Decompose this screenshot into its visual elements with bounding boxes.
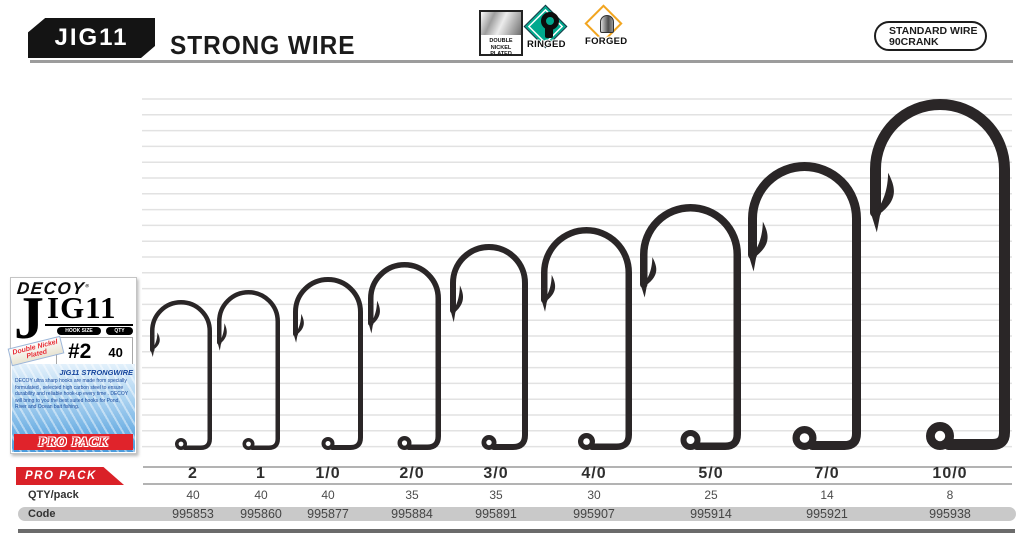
- hook-eye: [321, 437, 335, 450]
- code-row-label: Code: [28, 508, 56, 520]
- size-label: 5/0: [698, 465, 724, 482]
- code-value: 995921: [806, 507, 848, 521]
- size-label: 1/0: [315, 465, 341, 482]
- product-package: DECOY® J IG11 HOOK SIZE QTY #2 40 Double…: [7, 277, 137, 454]
- product-code-badge: JIG11: [28, 18, 155, 58]
- hook-illustration-7/0: [748, 162, 861, 451]
- hook-illustration-1: [217, 290, 280, 450]
- size-row-bottom-rule: [143, 483, 1012, 485]
- product-code-label: JIG11: [54, 24, 129, 51]
- size-label: 2/0: [399, 465, 425, 482]
- code-value: 995877: [307, 507, 349, 521]
- size-label: 4/0: [581, 465, 607, 482]
- size-row-top-rule: [143, 466, 1012, 468]
- package-model-initial: J: [14, 285, 44, 351]
- qty-value: 40: [186, 488, 200, 502]
- propack-banner-label: PRO PACK: [25, 470, 97, 482]
- qty-value: 8: [946, 488, 954, 502]
- hook-eye: [792, 426, 817, 451]
- page-title: STRONG WIRE: [170, 30, 356, 60]
- hook-eye: [481, 434, 497, 450]
- package-subtitle: JIG11 STRONGWIRE: [59, 368, 133, 377]
- nickel-metal-swatch: [481, 12, 521, 35]
- code-value: 995860: [240, 507, 282, 521]
- code-value: 995907: [573, 507, 615, 521]
- qty-value: 35: [405, 488, 419, 502]
- hook-eye: [175, 437, 188, 450]
- propack-banner: PRO PACK: [16, 467, 124, 485]
- hook-eye: [397, 436, 412, 451]
- hook-eye: [242, 437, 255, 450]
- package-hook-size-value: #2: [68, 340, 92, 363]
- size-label: 2: [188, 465, 198, 482]
- code-value: 995891: [475, 507, 517, 521]
- hook-eye: [926, 421, 955, 450]
- code-row-band: [18, 507, 1016, 521]
- qty-value: 14: [820, 488, 834, 502]
- size-label: 1: [256, 465, 266, 482]
- package-qty-value: 40: [108, 344, 123, 360]
- forged-dome-icon: [600, 15, 614, 33]
- package-description: DECOY ultra sharp hooks are made from sp…: [15, 378, 129, 410]
- forged-label: FORGED: [585, 36, 628, 47]
- hook-illustration-10/0: [870, 99, 1010, 450]
- hook-illustration-5/0: [640, 204, 741, 450]
- qty-value: 40: [321, 488, 335, 502]
- size-qty-box: #2 40: [56, 337, 133, 367]
- size-label: 7/0: [814, 465, 840, 482]
- code-value: 995884: [391, 507, 433, 521]
- qty-pill: QTY: [106, 327, 133, 335]
- code-value: 995853: [172, 507, 214, 521]
- package-propack-band: PRO PACK: [14, 434, 133, 450]
- package-model-underline: [45, 324, 133, 326]
- nickel-label-line2: PLATED: [490, 51, 512, 57]
- qty-row-label: QTY/pack: [28, 489, 79, 501]
- ringed-label: RINGED: [527, 39, 566, 50]
- hook-eye: [577, 433, 595, 451]
- qty-value: 25: [704, 488, 718, 502]
- code-value: 995938: [929, 507, 971, 521]
- hook-size-pill: HOOK SIZE: [57, 327, 101, 335]
- standard-wire-line1: STANDARD WIRE: [889, 24, 978, 37]
- nickel-label-line1: DOUBLE NICKEL: [489, 38, 513, 51]
- page-bottom-rule: [18, 529, 1015, 533]
- hook-illustration-2: [150, 300, 212, 450]
- registered-mark: ®: [84, 283, 91, 290]
- hook-illustration-2/0: [368, 262, 441, 451]
- qty-value: 30: [587, 488, 601, 502]
- qty-value: 40: [254, 488, 268, 502]
- hook-illustration-1/0: [293, 277, 363, 450]
- size-label: 3/0: [483, 465, 509, 482]
- package-model-rest: IG11: [47, 290, 117, 325]
- standard-wire-badge: STANDARD WIRE 90CRANK: [874, 21, 987, 51]
- code-value: 995914: [690, 507, 732, 521]
- qty-value: 35: [489, 488, 503, 502]
- ring-stem-icon: [545, 27, 553, 38]
- hook-illustration-3/0: [450, 244, 528, 450]
- double-nickel-plated-icon: DOUBLE NICKEL PLATED: [479, 10, 523, 57]
- hook-eye: [680, 430, 701, 450]
- hook-illustration-4/0: [541, 227, 632, 451]
- standard-wire-line2: 90CRANK: [889, 35, 939, 48]
- size-label: 10/0: [932, 465, 968, 482]
- header-divider: [30, 60, 1013, 63]
